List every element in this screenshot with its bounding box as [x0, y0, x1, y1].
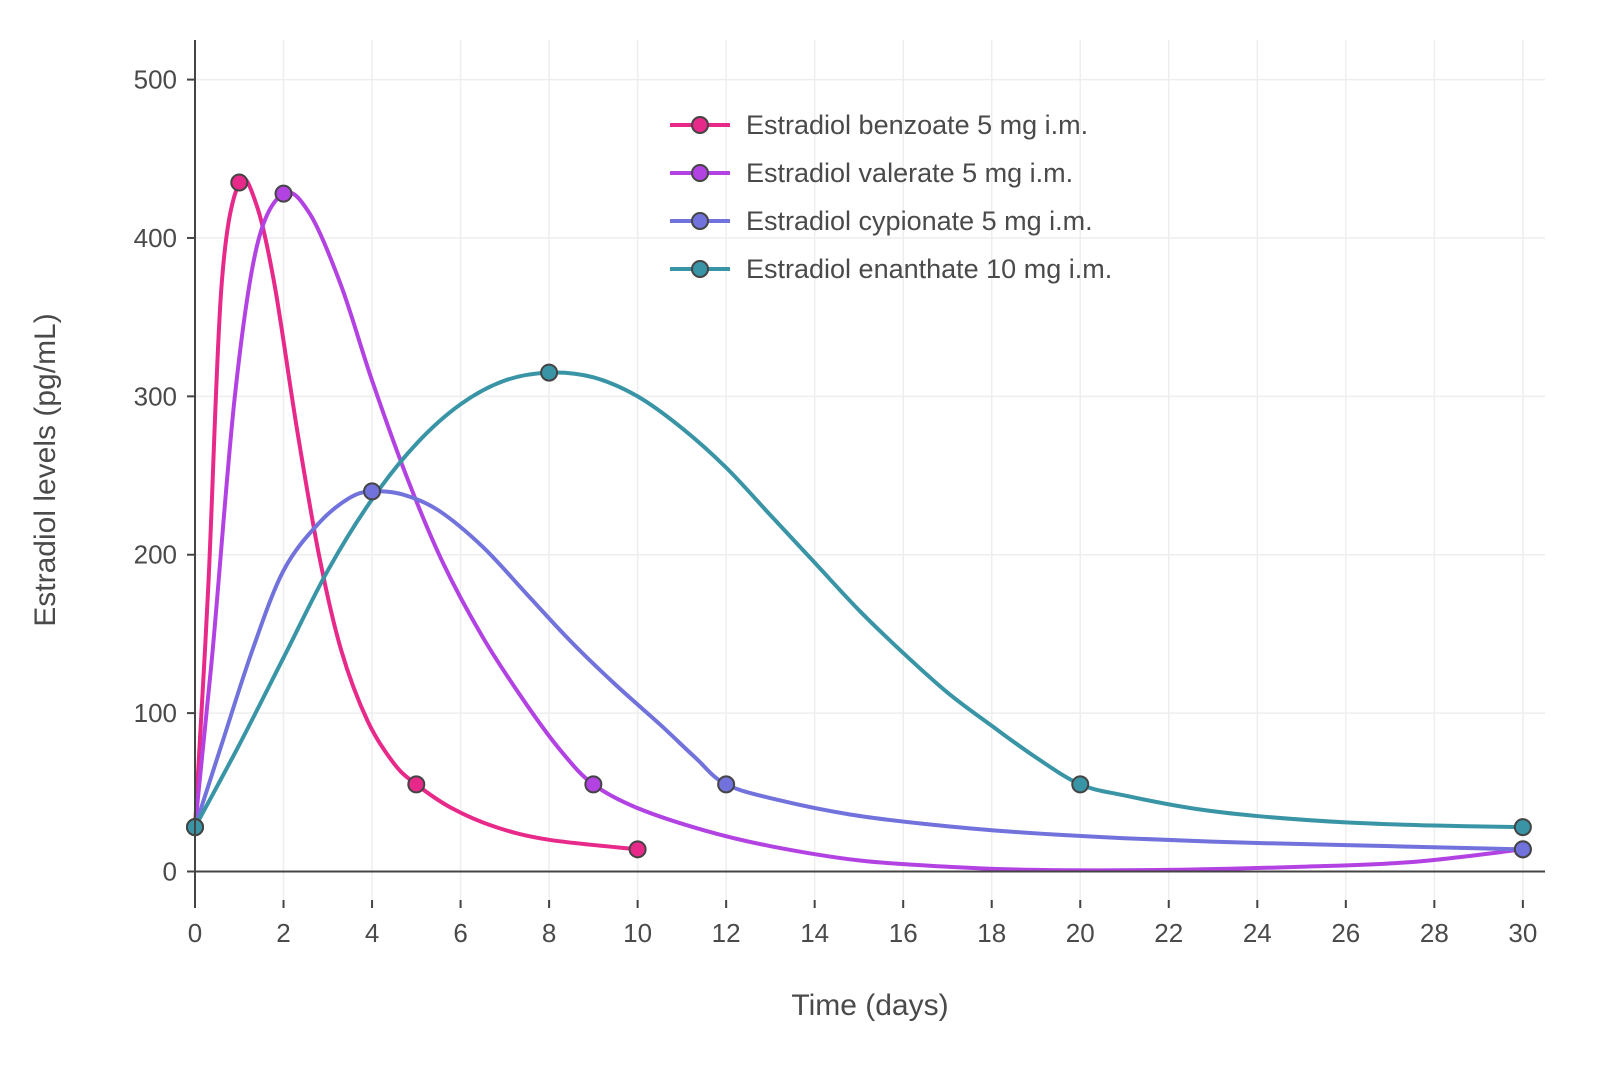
- legend-label-valerate: Estradiol valerate 5 mg i.m.: [746, 158, 1073, 188]
- x-tick-label: 4: [365, 918, 379, 948]
- series-marker-enanthate: [541, 365, 557, 381]
- legend-marker-enanthate: [692, 261, 708, 277]
- series-marker-cypionate: [364, 483, 380, 499]
- x-tick-label: 24: [1243, 918, 1272, 948]
- chart-svg: 0246810121416182022242628300100200300400…: [0, 0, 1600, 1081]
- x-axis-label: Time (days): [791, 989, 948, 1022]
- legend-marker-valerate: [692, 165, 708, 181]
- y-tick-label: 0: [163, 856, 177, 886]
- x-tick-label: 8: [542, 918, 556, 948]
- series-marker-enanthate: [1515, 819, 1531, 835]
- y-tick-label: 400: [134, 223, 177, 253]
- y-tick-label: 100: [134, 698, 177, 728]
- x-tick-label: 2: [276, 918, 290, 948]
- series-marker-benzoate: [630, 841, 646, 857]
- series-marker-benzoate: [408, 776, 424, 792]
- series-marker-cypionate: [1515, 841, 1531, 857]
- x-tick-label: 30: [1508, 918, 1537, 948]
- legend-label-cypionate: Estradiol cypionate 5 mg i.m.: [746, 206, 1093, 236]
- x-tick-label: 10: [623, 918, 652, 948]
- x-tick-label: 6: [453, 918, 467, 948]
- series-marker-valerate: [585, 776, 601, 792]
- x-tick-label: 26: [1331, 918, 1360, 948]
- x-tick-label: 0: [188, 918, 202, 948]
- series-marker-valerate: [276, 186, 292, 202]
- x-tick-label: 14: [800, 918, 829, 948]
- x-tick-label: 20: [1066, 918, 1095, 948]
- legend-marker-benzoate: [692, 117, 708, 133]
- y-tick-label: 300: [134, 381, 177, 411]
- series-marker-cypionate: [718, 776, 734, 792]
- legend-label-enanthate: Estradiol enanthate 10 mg i.m.: [746, 254, 1112, 284]
- x-tick-label: 18: [977, 918, 1006, 948]
- x-tick-label: 16: [889, 918, 918, 948]
- legend-marker-cypionate: [692, 213, 708, 229]
- y-tick-label: 500: [134, 65, 177, 95]
- x-tick-label: 12: [712, 918, 741, 948]
- x-tick-label: 22: [1154, 918, 1183, 948]
- series-marker-benzoate: [231, 175, 247, 191]
- series-marker-enanthate: [1072, 776, 1088, 792]
- legend-label-benzoate: Estradiol benzoate 5 mg i.m.: [746, 110, 1088, 140]
- x-tick-label: 28: [1420, 918, 1449, 948]
- y-tick-label: 200: [134, 540, 177, 570]
- estradiol-chart: 0246810121416182022242628300100200300400…: [0, 0, 1600, 1081]
- y-axis-label: Estradiol levels (pg/mL): [29, 313, 62, 626]
